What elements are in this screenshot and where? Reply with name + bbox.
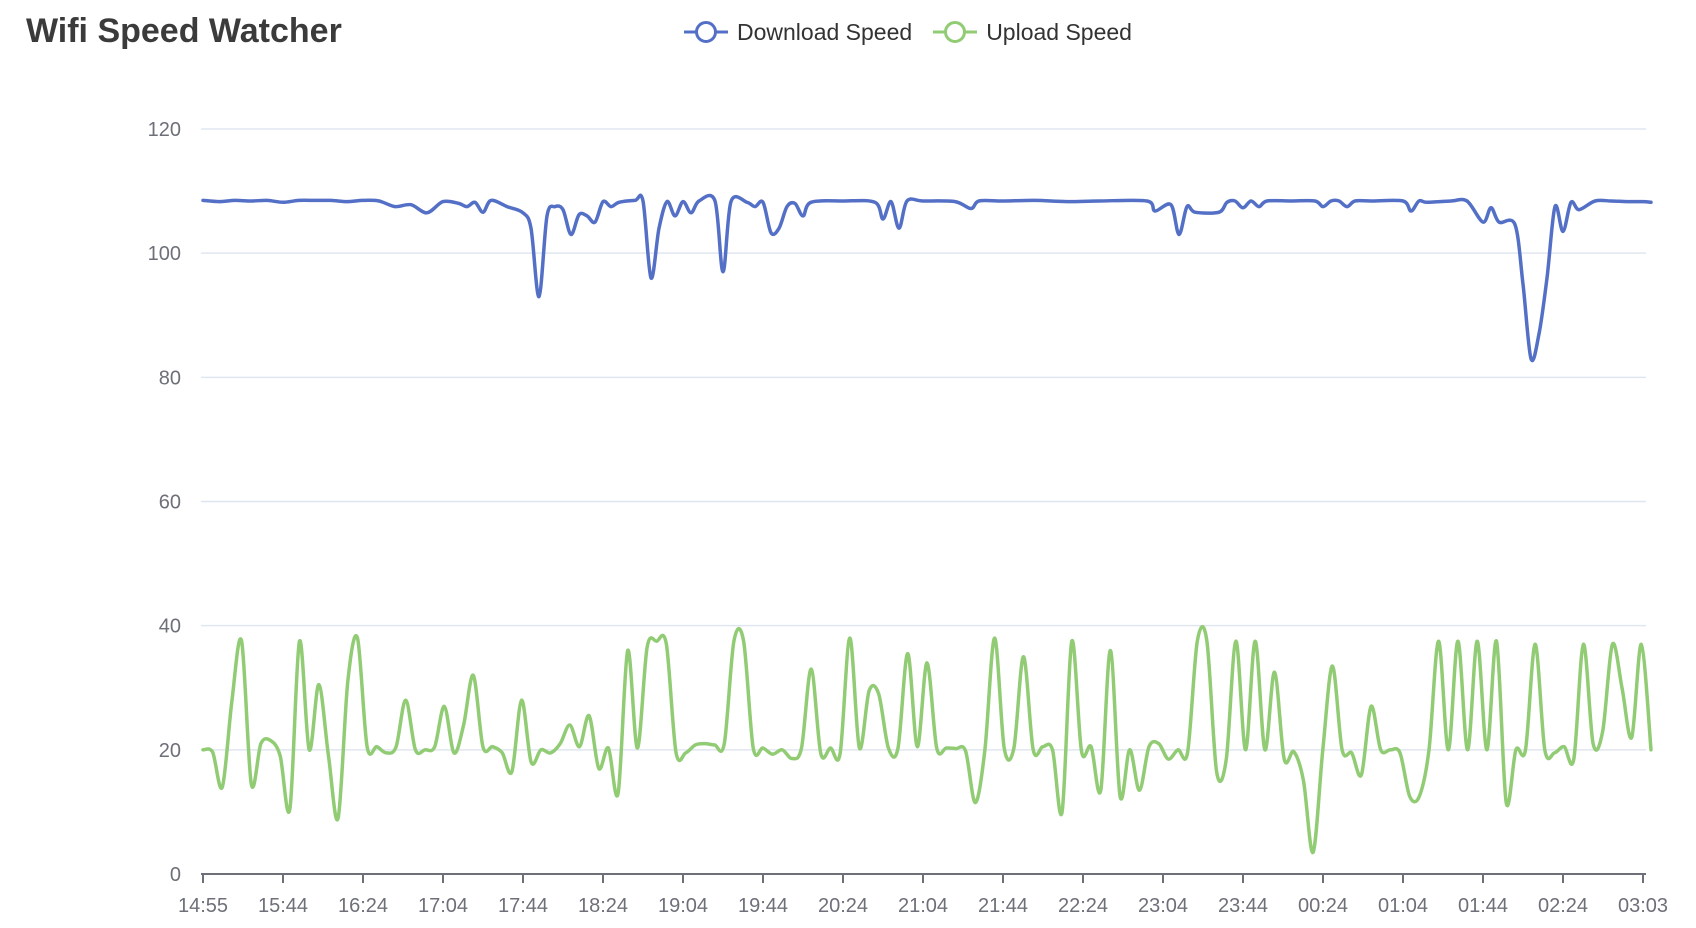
y-tick-label-40: 40: [159, 616, 181, 638]
x-tick-label-1: 15:44: [258, 895, 308, 917]
y-tick-label-120: 120: [148, 119, 181, 141]
x-tick-label-16: 01:44: [1458, 895, 1508, 917]
x-tick-label-7: 19:44: [738, 895, 788, 917]
x-tick-label-8: 20:24: [818, 895, 868, 917]
download-speed-legend-marker-icon: [684, 21, 728, 43]
legend-label-download-speed: Download Speed: [737, 18, 913, 45]
y-tick-label-80: 80: [159, 367, 181, 389]
legend-item-download-speed[interactable]: Download Speed: [683, 19, 912, 46]
upload-speed-legend-marker-icon: [933, 21, 978, 43]
y-tick-label-60: 60: [159, 492, 181, 514]
x-tick-label-18: 03:03: [1618, 895, 1668, 917]
legend-label-upload-speed: Upload Speed: [986, 18, 1132, 45]
x-tick-label-10: 21:44: [978, 895, 1028, 917]
x-tick-label-13: 23:44: [1218, 895, 1268, 917]
x-tick-label-14: 00:24: [1298, 895, 1348, 917]
legend-item-upload-speed[interactable]: Upload Speed: [932, 19, 1132, 46]
y-tick-label-100: 100: [148, 243, 181, 265]
series-line-download-speed: [201, 193, 1653, 363]
x-tick-label-5: 18:24: [578, 895, 628, 917]
x-tick-label-12: 23:04: [1138, 895, 1188, 917]
x-tick-label-3: 17:04: [418, 895, 468, 917]
x-tick-label-4: 17:44: [498, 895, 548, 917]
y-tick-label-0: 0: [170, 864, 181, 886]
x-tick-label-15: 01:04: [1378, 895, 1428, 917]
page-title: Wifi Speed Watcher: [26, 12, 342, 50]
x-tick-label-9: 21:04: [898, 895, 948, 917]
x-tick-label-17: 02:24: [1538, 895, 1588, 917]
x-tick-label-11: 22:24: [1058, 895, 1108, 917]
series-line-upload-speed: [201, 624, 1653, 855]
x-tick-label-2: 16:24: [338, 895, 388, 917]
chart-legend: Download Speed Upload Speed: [683, 14, 1152, 50]
x-tick-label-6: 19:04: [658, 895, 708, 917]
y-tick-label-20: 20: [159, 740, 181, 762]
x-tick-label-0: 14:55: [178, 895, 228, 917]
